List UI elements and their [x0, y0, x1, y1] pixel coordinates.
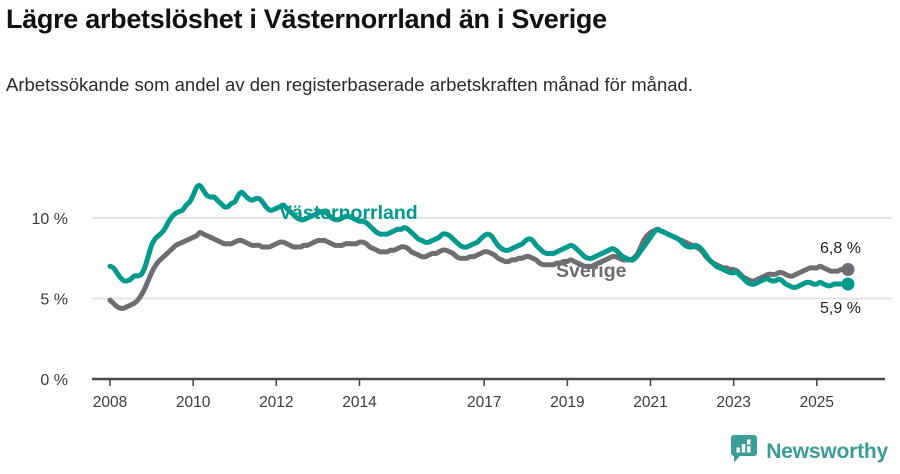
series-end-dots — [841, 263, 855, 291]
x-axis-tick-label: 2025 — [800, 394, 834, 411]
x-axis-tick-label: 2023 — [716, 394, 750, 411]
series-lines — [107, 183, 851, 311]
series-line — [107, 183, 851, 290]
series-end-dot — [841, 277, 855, 291]
y-axis-tick-label: 5 % — [40, 292, 68, 309]
brand-name: Newsworthy — [766, 439, 888, 463]
y-axis-tick-label: 10 % — [32, 211, 68, 228]
chart-svg: 0 %5 %10 % 2008 2010 2012 2014 2017 2019 2021 2… — [32, 183, 892, 411]
gridlines — [92, 217, 892, 300]
x-axis-tick-label: 2010 — [176, 394, 211, 411]
x-axis-tick-label: 2021 — [633, 394, 667, 411]
x-axis-tick-label: 2012 — [259, 394, 293, 411]
y-axis-labels: 0 % 5 % 10 % — [32, 211, 68, 389]
end-value-label-vasternorrland: 5,9 % — [820, 300, 861, 317]
series-label-sverige: Sverige — [556, 260, 627, 282]
series-end-dot — [841, 263, 855, 277]
y-axis-tick-label: 0 % — [40, 372, 68, 389]
x-axis-tick-label: 2008 — [93, 394, 127, 411]
bar-chart-bubble-icon — [731, 435, 758, 468]
x-axis-labels: 2008 2010 2012 2014 2017 2019 2021 2023 2025 — [93, 394, 834, 411]
line-chart: 0 % 5 % 10 % 2008 2010 2012 2014 2017 2019 2021 2… — [0, 150, 900, 420]
page-title: Lägre arbetslöshet i Västernorrland än i… — [6, 4, 607, 34]
x-axis-tick-label: 2014 — [342, 394, 377, 411]
series-inline-labels: Västernorrland Sverige — [279, 202, 627, 282]
series-end-value-labels: 6,8 % 5,9 % — [820, 240, 861, 317]
x-axis-tick-label: 2017 — [467, 394, 501, 411]
end-value-label-sverige: 6,8 % — [820, 240, 861, 257]
x-axis-ticks — [109, 379, 818, 386]
x-axis-tick-label: 2019 — [550, 394, 584, 411]
series-label-vasternorrland: Västernorrland — [279, 202, 418, 224]
brand-footer: Newsworthy — [731, 435, 888, 468]
page-subtitle: Arbetssökande som andel av den registerb… — [6, 74, 693, 95]
